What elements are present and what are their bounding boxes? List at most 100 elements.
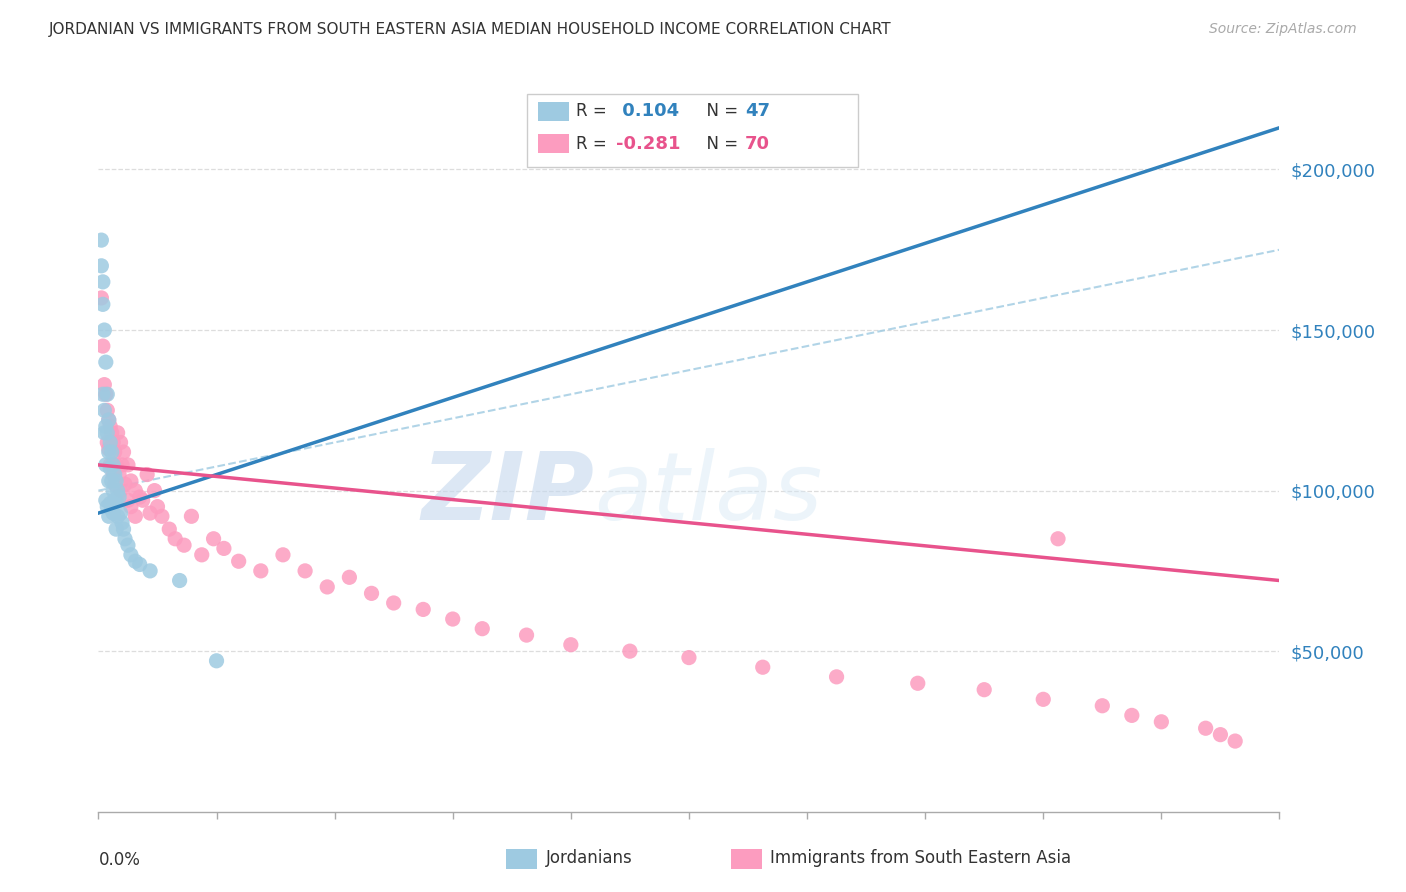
- Point: [1032, 692, 1054, 706]
- Text: N =: N =: [696, 135, 744, 153]
- Point: [104, 477, 127, 491]
- Point: [103, 467, 125, 482]
- Point: [825, 670, 848, 684]
- Text: atlas: atlas: [595, 449, 823, 540]
- Point: [96, 387, 118, 401]
- Point: [110, 435, 132, 450]
- Point: [165, 532, 187, 546]
- Point: [97, 413, 120, 427]
- Point: [110, 506, 132, 520]
- Point: [90, 291, 112, 305]
- Point: [1150, 714, 1173, 729]
- Point: [97, 474, 120, 488]
- Point: [97, 442, 120, 456]
- Point: [111, 458, 134, 472]
- Point: [124, 554, 146, 568]
- Point: [1195, 721, 1218, 735]
- Point: [173, 538, 195, 552]
- Point: [93, 425, 115, 440]
- Point: [294, 564, 316, 578]
- Point: [93, 403, 115, 417]
- Point: [93, 377, 115, 392]
- Point: [1121, 708, 1143, 723]
- Point: [114, 532, 136, 546]
- Point: [91, 297, 114, 311]
- Point: [250, 564, 273, 578]
- Point: [117, 458, 139, 472]
- Text: 0.0%: 0.0%: [98, 852, 141, 870]
- Point: [103, 506, 125, 520]
- Point: [105, 522, 128, 536]
- Point: [94, 419, 117, 434]
- Point: [169, 574, 191, 588]
- Point: [104, 445, 127, 459]
- Point: [271, 548, 294, 562]
- Text: ZIP: ZIP: [422, 448, 595, 540]
- Point: [96, 403, 118, 417]
- Text: Source: ZipAtlas.com: Source: ZipAtlas.com: [1209, 22, 1357, 37]
- Point: [441, 612, 464, 626]
- Point: [97, 509, 120, 524]
- Point: [114, 477, 136, 491]
- Text: 47: 47: [745, 103, 770, 120]
- Point: [112, 445, 135, 459]
- Point: [91, 339, 114, 353]
- Point: [146, 500, 169, 514]
- Point: [96, 435, 118, 450]
- Text: 70: 70: [745, 135, 770, 153]
- Point: [98, 496, 121, 510]
- Point: [97, 445, 120, 459]
- Point: [107, 509, 129, 524]
- Point: [98, 435, 121, 450]
- Point: [1046, 532, 1070, 546]
- Point: [94, 493, 117, 508]
- Point: [120, 548, 142, 562]
- Point: [105, 474, 128, 488]
- Point: [516, 628, 538, 642]
- Point: [973, 682, 995, 697]
- Point: [360, 586, 382, 600]
- Point: [150, 509, 173, 524]
- Point: [103, 458, 125, 472]
- Point: [97, 413, 120, 427]
- Point: [104, 467, 127, 482]
- Point: [112, 522, 135, 536]
- Point: [98, 419, 121, 434]
- Point: [103, 483, 125, 498]
- Point: [212, 541, 235, 556]
- Point: [132, 493, 155, 508]
- Point: [96, 425, 118, 440]
- Point: [124, 509, 146, 524]
- Point: [124, 483, 146, 498]
- Point: [105, 493, 128, 508]
- Point: [94, 387, 117, 401]
- Point: [560, 638, 582, 652]
- Point: [100, 425, 122, 440]
- Point: [110, 483, 132, 498]
- Point: [678, 650, 700, 665]
- Text: -0.281: -0.281: [616, 135, 681, 153]
- Point: [111, 516, 134, 530]
- Point: [105, 458, 128, 472]
- Point: [104, 493, 127, 508]
- Point: [205, 654, 228, 668]
- Point: [120, 474, 142, 488]
- Point: [107, 483, 129, 498]
- Text: JORDANIAN VS IMMIGRANTS FROM SOUTH EASTERN ASIA MEDIAN HOUSEHOLD INCOME CORRELAT: JORDANIAN VS IMMIGRANTS FROM SOUTH EASTE…: [49, 22, 891, 37]
- Point: [98, 458, 121, 472]
- Point: [139, 564, 162, 578]
- Point: [94, 355, 117, 369]
- Point: [1225, 734, 1247, 748]
- Point: [128, 558, 150, 572]
- Point: [382, 596, 405, 610]
- Point: [91, 387, 114, 401]
- Point: [108, 467, 131, 482]
- Text: Immigrants from South Eastern Asia: Immigrants from South Eastern Asia: [770, 849, 1071, 867]
- Text: N =: N =: [696, 103, 744, 120]
- Point: [98, 461, 121, 475]
- Point: [412, 602, 434, 616]
- Text: 0.104: 0.104: [616, 103, 679, 120]
- Point: [139, 506, 162, 520]
- Point: [316, 580, 339, 594]
- Point: [619, 644, 641, 658]
